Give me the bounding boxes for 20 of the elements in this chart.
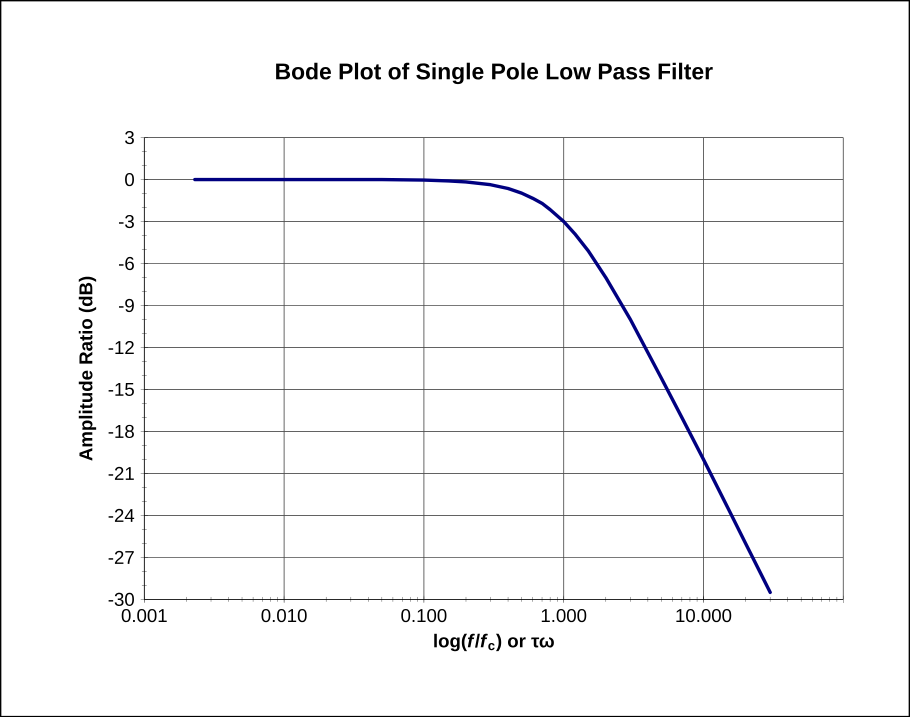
y-axis-title: Amplitude Ratio (dB) (78, 276, 96, 461)
x-tick-label: 0.001 (122, 608, 167, 622)
y-tick-label: -27 (108, 550, 134, 564)
y-tick-label: -21 (108, 466, 134, 480)
x-tick-label: 1.000 (542, 608, 586, 622)
y-tick-label: 0 (125, 172, 134, 186)
y-tick-label: -6 (118, 256, 134, 270)
y-tick-label: -30 (108, 592, 134, 606)
x-axis-title: log(f/f$_{c}$) or τω (434, 634, 554, 652)
y-tick-label: -18 (108, 424, 134, 438)
x-tick-label: 10.000 (676, 608, 732, 622)
y-tick-label: -12 (108, 340, 134, 354)
y-tick-label: 3 (125, 130, 134, 144)
y-tick-label: -9 (118, 298, 134, 312)
y-tick-label: -24 (108, 508, 134, 522)
x-tick-label: 0.010 (262, 608, 307, 622)
chart-title: Bode Plot of Single Pole Low Pass Filter (276, 62, 713, 84)
x-tick-label: 0.100 (401, 608, 446, 622)
y-tick-label: -15 (108, 382, 134, 396)
y-tick-label: -3 (118, 214, 134, 228)
